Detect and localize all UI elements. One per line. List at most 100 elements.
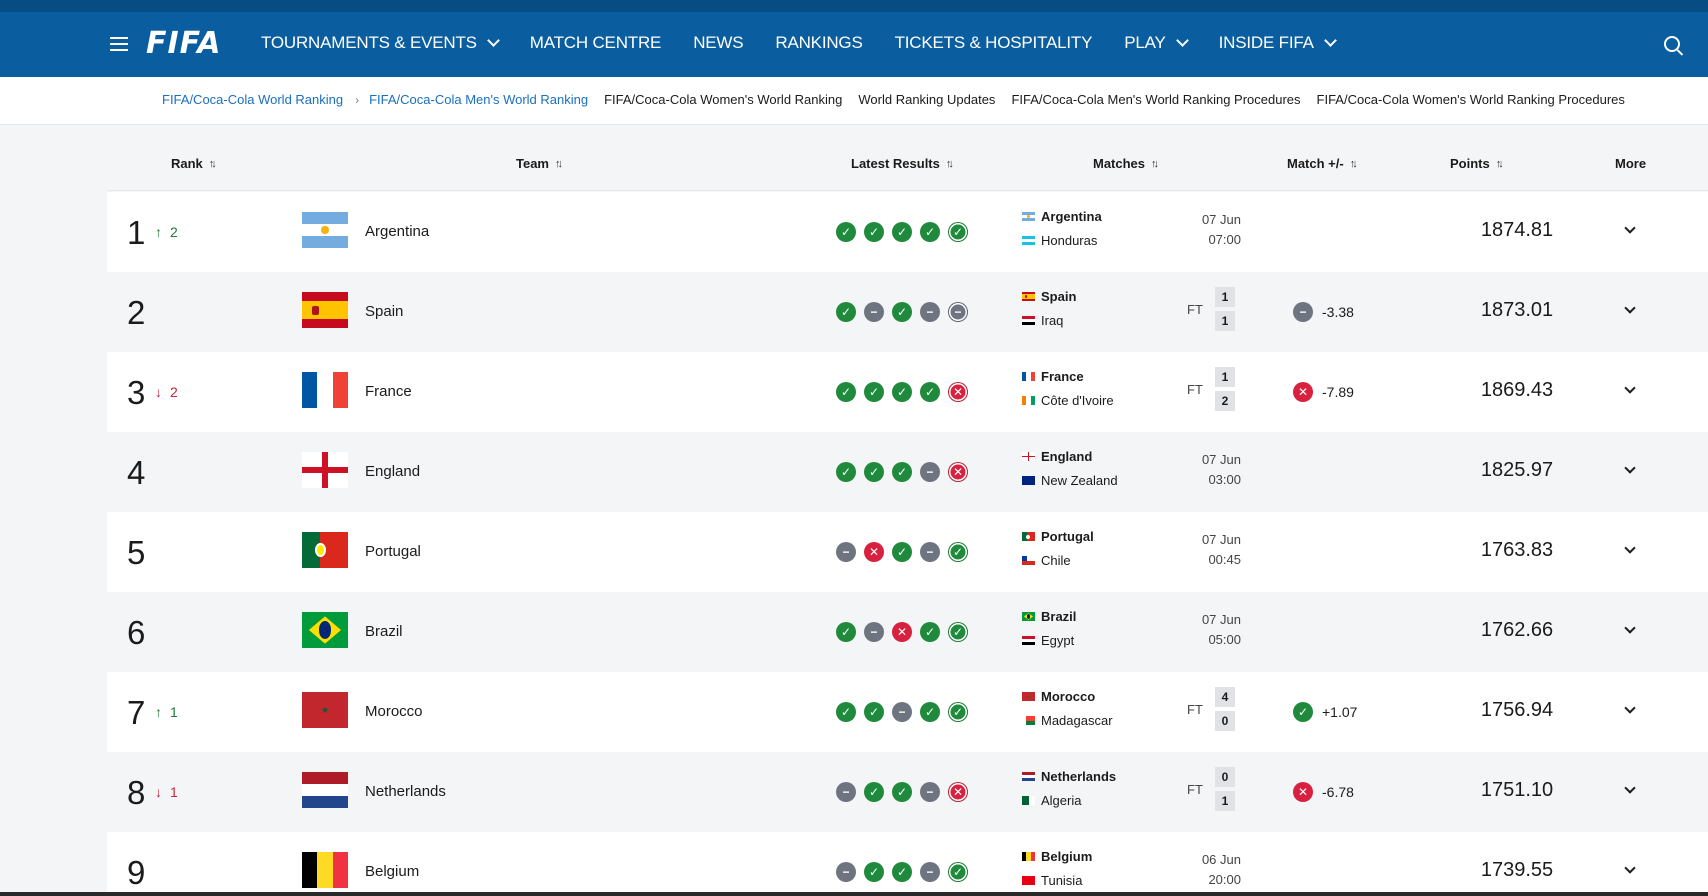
breadcrumb-root[interactable]: FIFA/Coca-Cola World Ranking: [162, 92, 344, 107]
match-home-team[interactable]: Argentina: [1022, 209, 1102, 224]
nav-item-3[interactable]: RANKINGS: [775, 33, 862, 53]
rank-number: 7: [127, 694, 146, 731]
subnav-link-1[interactable]: World Ranking Updates: [858, 92, 996, 107]
home-mini-flag: [1022, 852, 1035, 861]
team-flag: [302, 612, 348, 648]
match-points-value: -7.89: [1322, 384, 1354, 400]
match-away-team[interactable]: New Zealand: [1022, 473, 1118, 488]
column-rank[interactable]: Rank ↑↓: [171, 156, 217, 171]
away-mini-flag: [1022, 796, 1035, 805]
team-name[interactable]: Netherlands: [365, 783, 446, 800]
team-flag: [302, 772, 348, 808]
team-name[interactable]: Belgium: [365, 863, 420, 880]
chevron-down-icon[interactable]: [1624, 702, 1636, 714]
team-flag: [302, 852, 348, 888]
team-name[interactable]: Spain: [365, 303, 404, 320]
match-home-team[interactable]: England: [1022, 449, 1092, 464]
fifa-logo[interactable]: FIFA: [146, 26, 222, 61]
draw-icon: −: [1293, 302, 1313, 322]
nav-item-4[interactable]: TICKETS & HOSPITALITY: [895, 33, 1093, 53]
match-away-team[interactable]: Iraq: [1022, 313, 1063, 328]
hamburger-icon[interactable]: [110, 37, 128, 51]
column-match-pm[interactable]: Match +/- ↑↓: [1287, 156, 1358, 171]
match-home-team[interactable]: Spain: [1022, 289, 1076, 304]
loss-icon: ✕: [1293, 382, 1313, 402]
chevron-down-icon[interactable]: [1624, 782, 1636, 794]
team-name[interactable]: England: [365, 463, 421, 480]
draw-icon: −: [948, 302, 968, 322]
nav-item-1[interactable]: MATCH CENTRE: [530, 33, 662, 53]
column-points[interactable]: Points ↑↓: [1450, 156, 1504, 171]
rank-change: ↑ 1: [155, 704, 178, 720]
chevron-down-icon[interactable]: [1624, 862, 1636, 874]
arrow-up-icon: ↑: [155, 704, 162, 720]
nav-item-6[interactable]: INSIDE FIFA: [1219, 33, 1337, 53]
match-time: 00:45: [1208, 552, 1241, 567]
score-away: 0: [1215, 711, 1235, 731]
column-team[interactable]: Team ↑↓: [516, 156, 563, 171]
home-mini-flag: [1022, 212, 1035, 221]
win-icon: ✓: [864, 782, 884, 802]
match-away-team[interactable]: Tunisia: [1022, 873, 1082, 888]
match-home-name: England: [1041, 449, 1093, 464]
team-flag: [302, 292, 348, 328]
nav-item-0[interactable]: TOURNAMENTS & EVENTS: [261, 33, 500, 53]
match-home-name: Spain: [1041, 289, 1077, 304]
chevron-down-icon[interactable]: [1624, 222, 1636, 234]
match-away-team[interactable]: Algeria: [1022, 793, 1081, 808]
chevron-down-icon[interactable]: [1624, 382, 1636, 394]
match-date: 07 Jun: [1201, 212, 1241, 227]
nav-item-2[interactable]: NEWS: [693, 33, 743, 53]
subnav-link-2[interactable]: FIFA/Coca-Cola Men's World Ranking Proce…: [1011, 92, 1301, 107]
match-away-team[interactable]: Côte d'Ivoire: [1022, 393, 1114, 408]
match-away-team[interactable]: Chile: [1022, 553, 1071, 568]
team-name[interactable]: Morocco: [365, 703, 423, 720]
chevron-down-icon[interactable]: [1624, 542, 1636, 554]
breadcrumb-current[interactable]: FIFA/Coca-Cola Men's World Ranking: [369, 92, 589, 107]
win-icon: ✓: [892, 302, 912, 322]
match-home-team[interactable]: Portugal: [1022, 529, 1094, 544]
rank-number: 9: [127, 854, 146, 891]
score-home: 4: [1215, 687, 1235, 707]
chevron-down-icon[interactable]: [1624, 462, 1636, 474]
draw-icon: −: [920, 302, 940, 322]
nav-item-5[interactable]: PLAY: [1124, 33, 1189, 53]
search-icon[interactable]: [1664, 36, 1680, 52]
rank-change-value: 1: [170, 784, 178, 800]
match-home-team[interactable]: Brazil: [1022, 609, 1076, 624]
team-name[interactable]: France: [365, 383, 412, 400]
win-icon: ✓: [948, 222, 968, 242]
win-icon: ✓: [864, 222, 884, 242]
loss-icon: ✕: [892, 622, 912, 642]
column-matches[interactable]: Matches ↑↓: [1093, 156, 1159, 171]
match-away-team[interactable]: Egypt: [1022, 633, 1074, 648]
table-header: Rank ↑↓ Team ↑↓ Latest Results ↑↓ Matches ↑↓…: [107, 137, 1708, 191]
match-home-team[interactable]: France: [1022, 369, 1084, 384]
match-home-name: Belgium: [1041, 849, 1093, 864]
chevron-down-icon: [1323, 34, 1337, 47]
match-home-team[interactable]: Belgium: [1022, 849, 1092, 864]
match-away-team[interactable]: Madagascar: [1022, 713, 1113, 728]
team-name[interactable]: Portugal: [365, 543, 421, 560]
table-row: 9 Belgium − ✓ ✓ − ✓ Belgium Tunisia 06 Jun 20:00 17…: [107, 832, 1708, 896]
match-points-change: ✓ +1.07: [1293, 702, 1357, 722]
draw-icon: −: [892, 702, 912, 722]
subnav-link-3[interactable]: FIFA/Coca-Cola Women's World Ranking Pro…: [1316, 92, 1625, 107]
rank-number: 8: [127, 774, 146, 811]
loss-icon: ✕: [864, 542, 884, 562]
match-home-team[interactable]: Morocco: [1022, 689, 1095, 704]
match-home-team[interactable]: Netherlands: [1022, 769, 1116, 784]
chevron-down-icon[interactable]: [1624, 622, 1636, 634]
match-away-team[interactable]: Honduras: [1022, 233, 1097, 248]
match-datetime: 06 Jun 20:00: [1195, 850, 1241, 890]
top-nav: FIFA TOURNAMENTS & EVENTS MATCH CENTRE NEW…: [0, 0, 1708, 77]
chevron-down-icon[interactable]: [1624, 302, 1636, 314]
team-name[interactable]: Argentina: [365, 223, 430, 240]
match-away-name: New Zealand: [1041, 473, 1118, 488]
away-mini-flag: [1022, 396, 1035, 405]
subnav-link-0[interactable]: FIFA/Coca-Cola Women's World Ranking: [604, 92, 843, 107]
team-points: 1869.43: [1480, 379, 1554, 401]
column-latest-results[interactable]: Latest Results ↑↓: [851, 156, 954, 171]
team-name[interactable]: Brazil: [365, 623, 403, 640]
home-mini-flag: [1022, 612, 1035, 621]
